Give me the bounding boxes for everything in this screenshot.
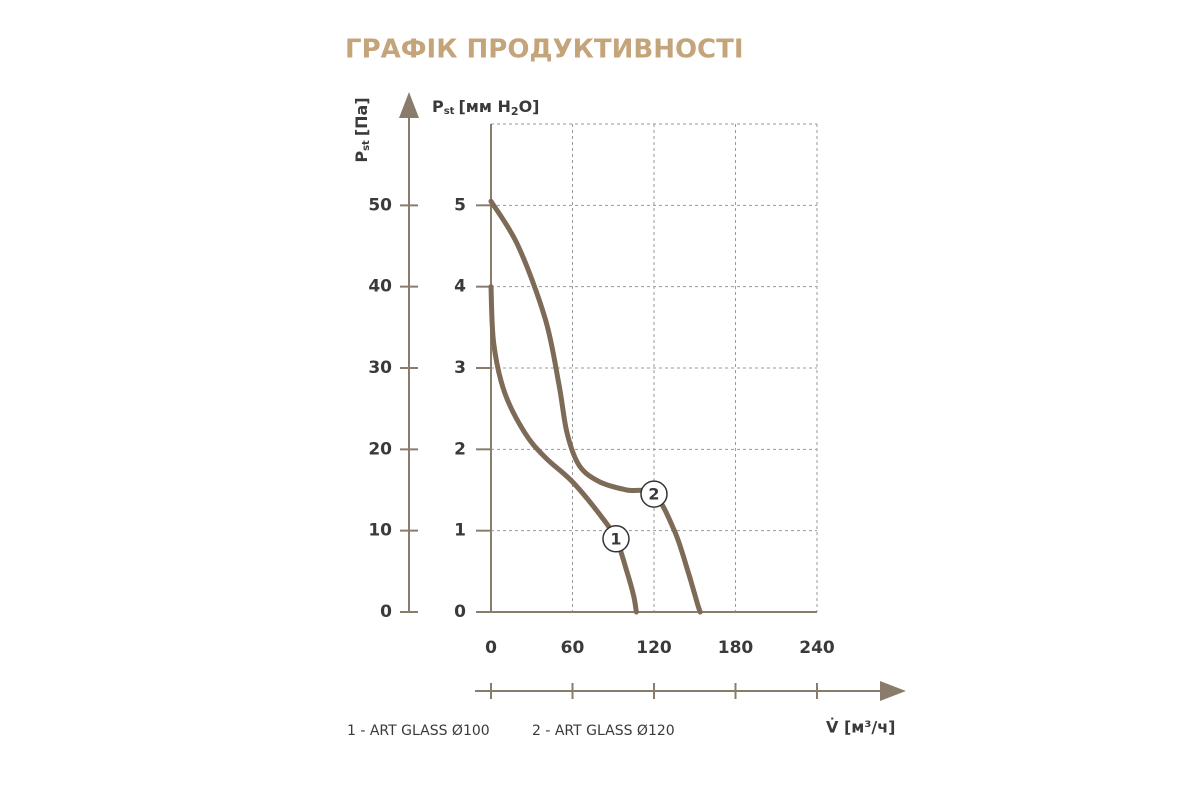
y2-label-unit: [мм H xyxy=(458,97,510,116)
series-marker-label: 2 xyxy=(648,485,659,504)
series-marker xyxy=(602,525,630,553)
y-axis-arrow xyxy=(399,92,419,118)
series-marker-label: 1 xyxy=(610,529,621,548)
y2-tick-label: 2 xyxy=(454,439,466,459)
y2-label-symbol: P xyxy=(432,97,444,116)
series-line xyxy=(488,284,639,615)
y-tick-label: 10 xyxy=(368,521,392,541)
y-axis-label: Pst [Па] xyxy=(352,97,373,162)
y-tick-label: 50 xyxy=(368,195,392,215)
y-label-unit: [Па] xyxy=(352,97,371,136)
y-label-subscript: st xyxy=(361,140,372,151)
y2-label-unit: 2 xyxy=(511,105,519,118)
x-tick-label: 60 xyxy=(561,638,585,658)
y2-tick-label: 5 xyxy=(454,195,466,215)
series-line xyxy=(488,198,703,615)
y-tick-label: 30 xyxy=(368,358,392,378)
y-tick-label: 40 xyxy=(368,277,392,297)
y2-label-subscript: st xyxy=(444,106,455,117)
y2-tick-label: 0 xyxy=(454,602,466,622)
y2-tick-label: 4 xyxy=(454,277,466,297)
chart-title: ГРАФІК ПРОДУКТИВНОСТІ xyxy=(345,35,744,65)
y2-tick-label: 1 xyxy=(454,521,466,541)
legend-entry: 1 - ART GLASS Ø100 xyxy=(347,723,490,739)
series-marker xyxy=(640,480,668,508)
x-tick-label: 240 xyxy=(799,638,835,658)
x-tick-label: 180 xyxy=(718,638,754,658)
y2-tick-label: 3 xyxy=(454,358,466,378)
y-tick-label: 20 xyxy=(368,439,392,459)
x-tick-label: 0 xyxy=(485,638,497,658)
y-label-symbol: P xyxy=(352,151,371,163)
x-axis-label: V̇ [м³/ч] xyxy=(826,718,896,737)
y-tick-label: 0 xyxy=(380,602,392,622)
x-tick-label: 120 xyxy=(636,638,672,658)
x-axis-arrow xyxy=(880,681,906,701)
y2-axis-label: Pst [мм H2O] xyxy=(432,97,539,119)
y2-label-unit: O] xyxy=(519,97,540,116)
legend-entry: 2 - ART GLASS Ø120 xyxy=(532,723,675,739)
